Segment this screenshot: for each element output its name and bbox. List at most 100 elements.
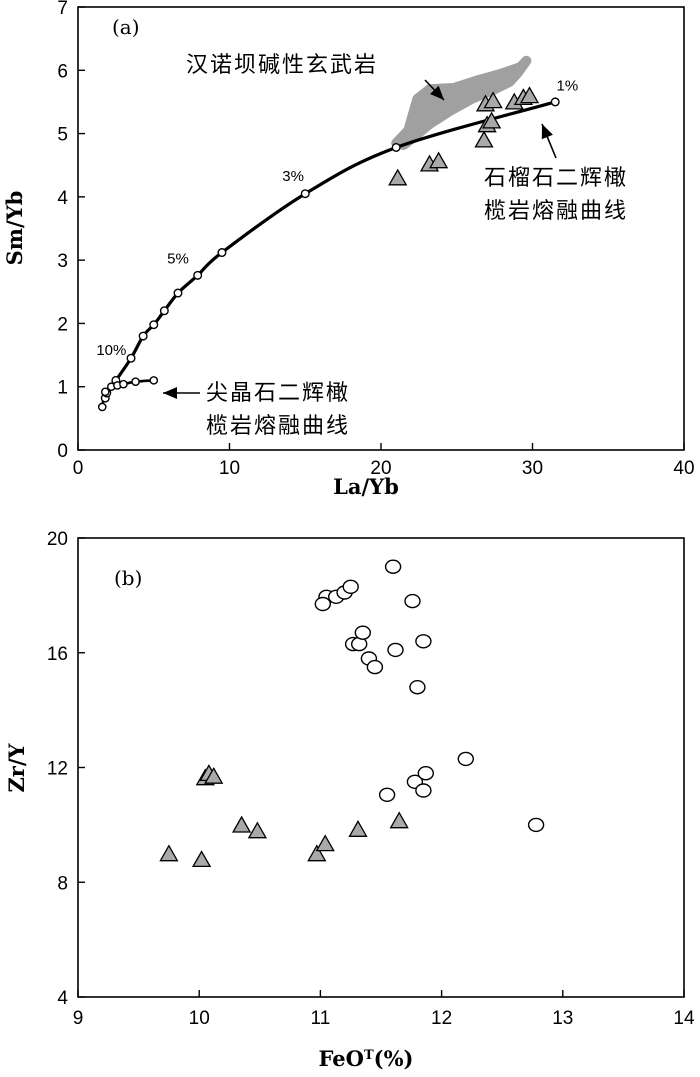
circle-sample-b [417,766,434,781]
melt-percent-label: 3% [282,168,304,185]
y-tick-label-b: 4 [57,988,68,1009]
chart-panel-b: 9 10 11 12 13 14 4 8 12 16 20 (b) FeOT(%) Zr/Y [4,529,695,1071]
triangle-sample-a [388,168,408,186]
y-tick-label-b: 8 [57,873,68,894]
circle-sample-b [384,559,402,574]
axis-ticks-a: 0 10 20 30 40 0 1 2 3 4 5 6 7 [57,0,694,479]
circle-sample-b [457,751,474,767]
x-axis-title-b-sup: T [364,1048,374,1063]
triangle-sample-a [519,86,540,104]
x-axis-title-b-suffix: (%) [374,1046,414,1071]
triangle-sample-a [481,111,502,129]
x-tick-label-b: 9 [73,1008,84,1029]
spinel-curve-point [100,387,110,397]
circle-sample-b [354,625,371,640]
plot-frame-b [77,537,685,998]
basalt-field-group [391,55,532,150]
y-axis-title-a: Sm/Yb [2,191,27,266]
x-tick-label-a: 10 [219,458,240,479]
triangle-sample-b [191,850,212,868]
y-tick-label-b: 12 [47,759,68,780]
spinel-curve-point [149,376,159,385]
x-tick-label-a: 0 [73,458,84,479]
x-tick-label-a: 40 [673,458,694,479]
garnet-curve-point [193,270,203,280]
y-tick-label-a: 5 [57,125,68,146]
spinel-curve-point [97,402,107,412]
basalt-field-arrow-head [430,85,444,100]
garnet-curve-point [159,306,169,316]
melt-percent-label: 5% [167,250,189,267]
circle-sample-b [527,817,545,833]
panel-label-a: (a) [112,15,140,39]
x-tick-label-b: 12 [431,1008,452,1029]
x-axis-title-b: FeOT(%) [319,1046,414,1071]
melt-percent-label: 10% [96,342,126,359]
garnet-curve-point [217,248,227,258]
y-tick-label-a: 3 [57,251,68,272]
circle-sample-b [404,593,421,609]
spinel-curve-label-line1: 尖晶石二辉橄 [206,381,350,406]
data-points-group-b [159,559,545,868]
garnet-curve-point [300,189,310,199]
chart-panel-a: 0 10 20 30 40 0 1 2 3 4 5 6 7 1% 3% 5% 10% 汉诺坝碱性玄武岩石榴石二辉… [2,0,695,499]
garnet-curve-label-line1: 石榴石二辉橄 [484,166,628,191]
spinel-curve-label-line2: 榄岩熔融曲线 [206,414,350,439]
garnet-curve-label-line2: 榄岩熔融曲线 [484,199,628,224]
melt-percent-label: 1% [557,78,579,95]
triangle-sample-b [204,766,224,784]
x-tick-label-b: 14 [673,1008,695,1029]
spinel-curve-arrow-head [163,387,177,399]
x-tick-label-b: 13 [552,1008,573,1029]
y-tick-label-a: 0 [57,441,68,462]
plot-frame-a [77,6,685,451]
triangle-sample-b [307,844,327,862]
garnet-curve-point [550,97,560,107]
x-axis-title-b-main: FeO [319,1046,364,1071]
y-tick-label-a: 6 [57,61,68,82]
x-tick-label-a: 30 [522,458,543,479]
garnet-curve-point [149,320,159,330]
basalt-field-label: 汉诺坝碱性玄武岩 [186,53,378,78]
y-tick-label-a: 4 [57,188,68,209]
y-tick-label-a: 7 [57,0,68,19]
garnet-curve-point [138,331,148,341]
data-points-group-a [97,86,560,412]
axis-ticks-b: 9 10 11 12 13 14 4 8 12 16 20 [47,529,695,1029]
y-tick-label-a: 2 [57,314,68,335]
spinel-curve-point [131,377,140,386]
circle-sample-b [387,642,404,658]
triangle-sample-b [247,821,268,839]
triangle-sample-a [483,91,503,109]
garnet-curve-point [173,288,183,298]
x-tick-label-a: 20 [370,458,391,479]
triangle-sample-b [389,811,409,829]
circle-sample-b [314,596,331,612]
y-tick-label-b: 16 [47,644,68,665]
basalt-field [391,55,532,150]
garnet-curve-point [126,353,136,363]
y-tick-label-a: 1 [57,378,68,399]
triangle-sample-b [315,834,335,852]
x-tick-label-b: 10 [189,1008,210,1029]
circle-sample-b [366,659,384,675]
y-tick-label-b: 20 [47,529,68,550]
triangle-sample-a [428,151,449,169]
circle-sample-b [409,680,426,695]
circle-sample-b [415,634,432,649]
panel-label-b: (b) [114,566,142,590]
triangle-sample-b [348,819,368,837]
triangle-sample-b [231,815,252,833]
circle-sample-b [342,579,359,594]
garnet-curve-arrow-head [541,124,553,140]
spinel-curve-point [119,379,128,389]
x-axis-title-a: La/Yb [333,474,399,499]
triangle-sample-a [474,130,494,148]
triangle-sample-b [159,844,179,862]
annotations-a: 1%3%5%10%汉诺坝碱性玄武岩石榴石二辉橄榄岩熔融曲线尖晶石二辉橄榄岩熔融曲… [96,53,628,439]
y-axis-title-b: Zr/Y [4,742,29,792]
circle-sample-b [378,787,396,802]
garnet-curve-point [391,142,401,152]
x-tick-label-b: 11 [311,1008,331,1029]
